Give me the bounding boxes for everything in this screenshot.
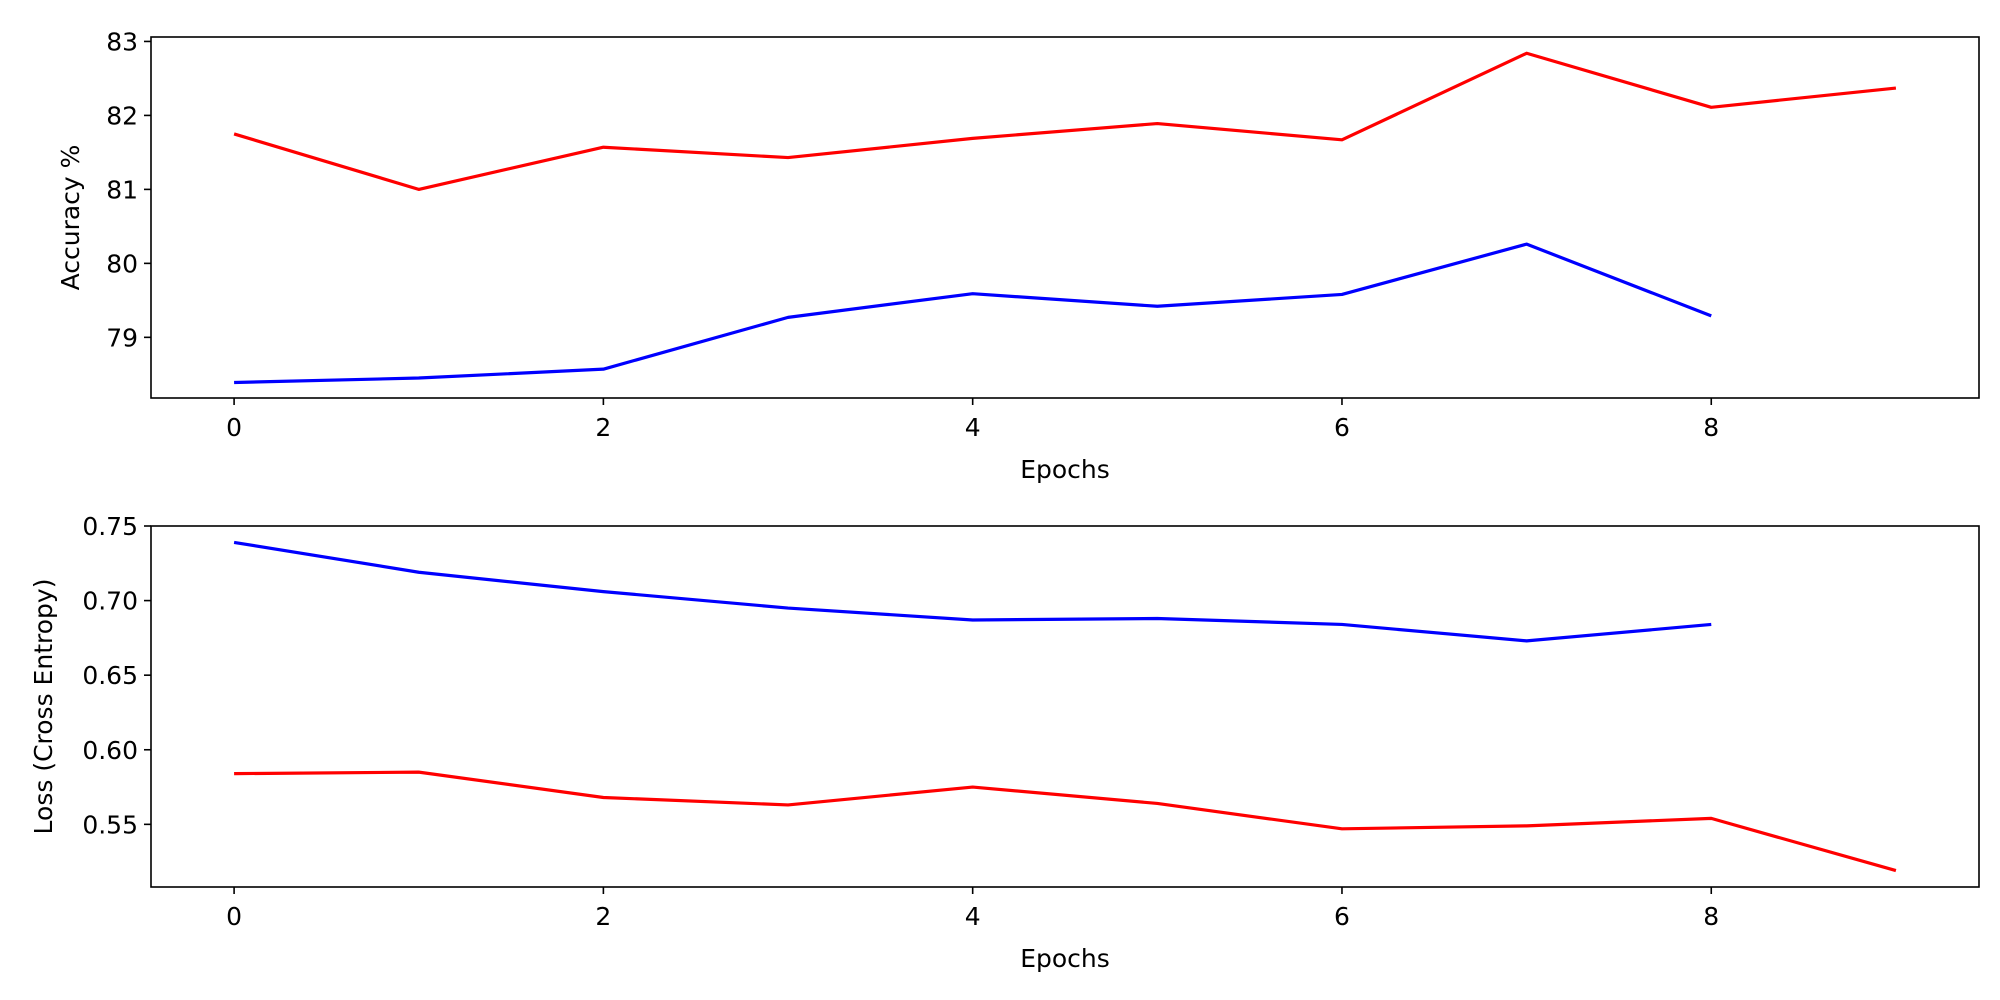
accuracy-x-tick-label: 0: [226, 413, 242, 442]
loss-axes-frame: [150, 525, 1980, 888]
accuracy-panel: 0 2 4 6 8 79 80 81 82 83 Epochs Accuracy %: [56, 27, 1980, 484]
loss-panel: 0 2 4 6 8 0.55 0.60 0.65 0.70 0.75 Epochs Loss (Cro…: [29, 512, 1980, 973]
accuracy-x-tick-label: 4: [965, 413, 981, 442]
loss-x-tick-label: 6: [1334, 902, 1350, 931]
accuracy-x-tick-label: 8: [1703, 413, 1719, 442]
loss-x-tick-label: 4: [965, 902, 981, 931]
loss-x-tick-label: 0: [226, 902, 242, 931]
loss-y-tick-label: 0.55: [82, 810, 138, 839]
accuracy-y-tick-label: 79: [106, 323, 138, 352]
accuracy-x-axis-label: Epochs: [1020, 455, 1110, 484]
loss-x-axis-label: Epochs: [1020, 944, 1110, 973]
accuracy-x-tick-label: 2: [595, 413, 611, 442]
accuracy-y-tick-label: 83: [106, 27, 138, 56]
loss-y-tick-label: 0.65: [82, 661, 138, 690]
loss-series-blue-line: [233, 540, 1712, 643]
loss-x-tick-label: 8: [1703, 902, 1719, 931]
loss-x-tick-label: 2: [595, 902, 611, 931]
accuracy-y-tick-label: 81: [106, 175, 138, 204]
loss-series-red-line: [234, 770, 1897, 873]
loss-y-tick-label: 0.70: [82, 587, 138, 616]
accuracy-x-tick-label: 6: [1334, 413, 1350, 442]
accuracy-series-blue-line: [234, 242, 1712, 385]
loss-y-axis-label: Loss (Cross Entropy): [29, 579, 58, 835]
accuracy-y-tick-label: 82: [106, 101, 138, 130]
loss-y-tick-label: 0.75: [82, 512, 138, 541]
accuracy-y-axis-label: Accuracy %: [56, 145, 85, 291]
loss-y-tick-label: 0.60: [82, 736, 138, 765]
accuracy-series-red-line: [233, 51, 1897, 191]
accuracy-axes-frame: [150, 36, 1980, 399]
accuracy-y-tick-label: 80: [106, 249, 138, 278]
